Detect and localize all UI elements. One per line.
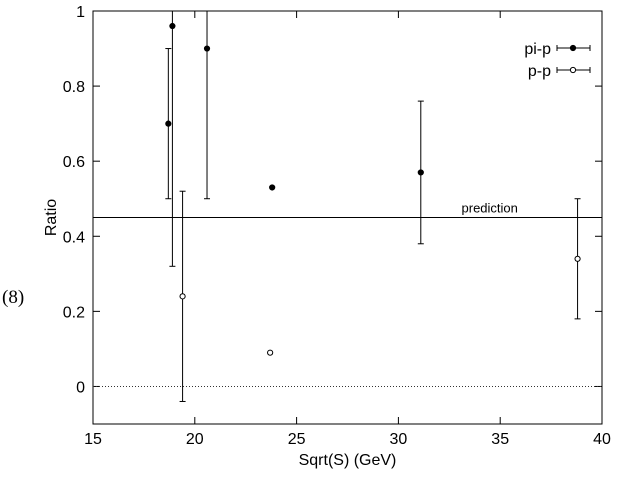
y-axis-label: Ratio [43,199,60,236]
y-tick-label: 0.6 [63,154,85,171]
y-tick-label: 0.2 [63,304,85,321]
x-tick-label: 30 [390,431,408,448]
y-tick-label: 0.8 [63,79,85,96]
y-tick-label: 1 [76,4,85,21]
data-point-pi-p [165,120,172,127]
data-point-pi-p [269,184,276,191]
data-point-p-p [574,255,581,262]
x-tick-label: 15 [84,431,102,448]
x-tick-label: 40 [593,431,611,448]
data-point-pi-p [417,169,424,176]
x-tick-label: 25 [288,431,306,448]
legend-marker [569,66,577,74]
data-point-p-p [179,293,186,300]
prediction-label: prediction [462,201,518,216]
y-tick-label: 0 [76,379,85,396]
data-point-p-p [267,349,274,356]
x-tick-label: 35 [491,431,509,448]
x-axis-label: Sqrt(S) (GeV) [299,452,397,469]
equation-label: (8) [2,287,24,308]
legend-marker [569,44,577,52]
data-point-pi-p [203,45,211,52]
legend-label: p-p [528,63,551,80]
legend-label: pi-p [524,41,551,58]
x-tick-label: 20 [186,431,204,448]
y-tick-label: 0.4 [63,229,85,246]
data-point-pi-p [169,22,176,30]
